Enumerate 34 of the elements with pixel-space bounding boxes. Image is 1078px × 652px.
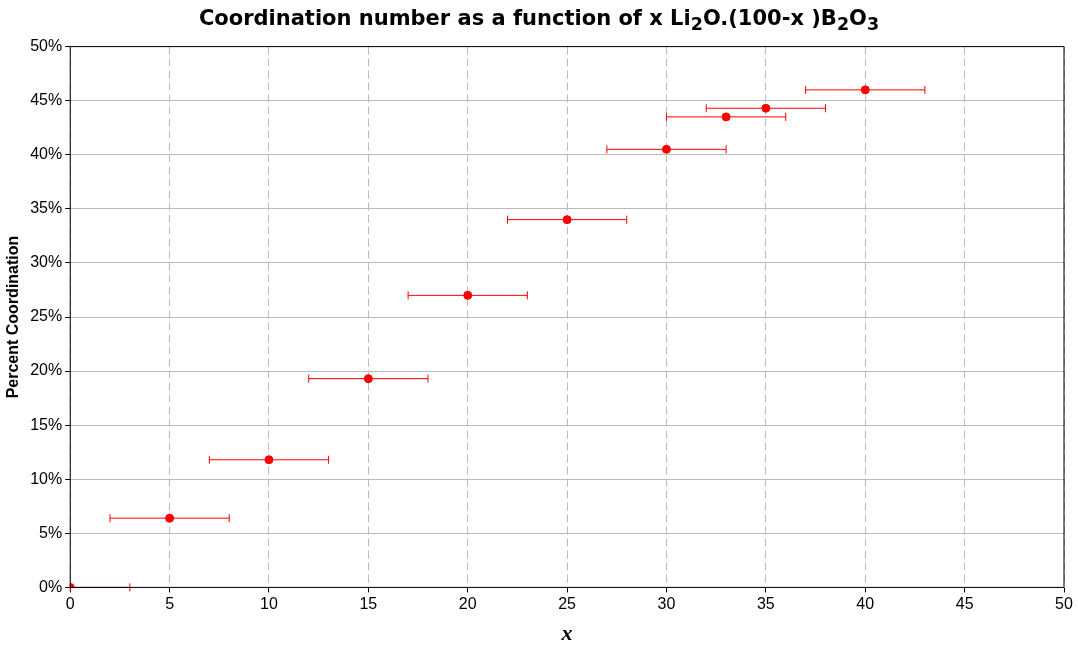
chart-title: Coordination number as a function of x Li$_{2}$O.(100-x )B$_{2}$O$_{3}$: [197, 6, 881, 35]
point: [264, 455, 274, 465]
point: [363, 374, 373, 384]
y-tick-label: 15%: [30, 415, 63, 433]
x-tick-label: 0: [65, 595, 75, 613]
y-tick-label: 40%: [30, 145, 63, 163]
point: [761, 103, 771, 113]
x-tick-label: 25: [558, 595, 577, 613]
x-tick-label: 30: [657, 595, 676, 613]
x-tick-label: 10: [260, 595, 278, 613]
y-tick-label: 45%: [30, 91, 63, 109]
point: [721, 112, 731, 122]
y-tick-label: 20%: [30, 361, 63, 379]
x-axis-title: x: [560, 620, 573, 646]
y-axis-title: Percent Coordination: [4, 235, 22, 399]
y-tick-label: 35%: [30, 199, 63, 217]
x-tick-label: 15: [359, 595, 378, 613]
x-tick-label: 20: [458, 595, 477, 613]
x-tick-label: 5: [165, 595, 175, 613]
x-tick-label: 50: [1055, 595, 1073, 613]
y-tick-label: 0%: [39, 577, 63, 595]
point: [562, 215, 572, 225]
x-tick-label: 45: [955, 595, 974, 613]
point: [165, 513, 175, 523]
y-tick-label: 50%: [30, 37, 63, 55]
point: [661, 144, 671, 154]
x-tick-label: 40: [856, 595, 875, 613]
x-tick-label: 35: [756, 595, 775, 613]
point: [860, 85, 870, 95]
y-tick-label: 5%: [39, 523, 63, 541]
point: [463, 290, 473, 300]
y-tick-label: 25%: [30, 307, 63, 325]
y-tick-label: 30%: [30, 253, 63, 271]
y-tick-label: 10%: [30, 469, 63, 487]
